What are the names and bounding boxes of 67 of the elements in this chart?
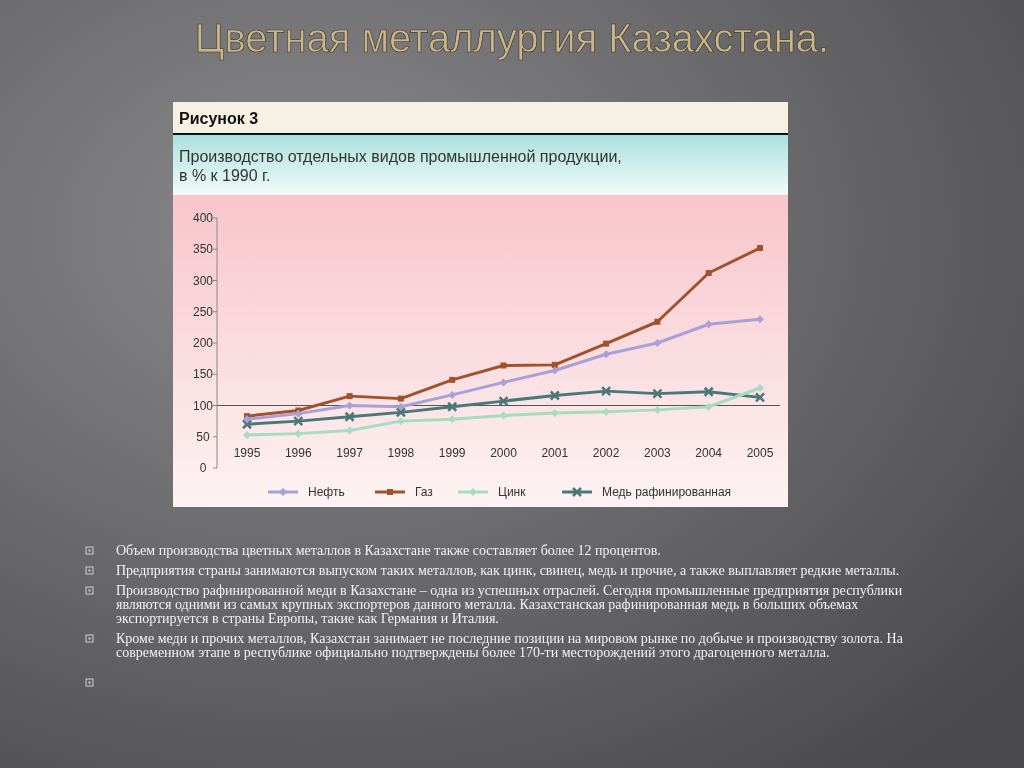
point	[653, 339, 662, 347]
point	[600, 385, 612, 397]
point	[602, 350, 611, 359]
y-tick-label: 150	[192, 367, 214, 382]
point	[704, 402, 713, 411]
x-tick-label: 1999	[438, 446, 466, 460]
y-tick-label: 250	[192, 304, 214, 319]
point	[344, 411, 355, 422]
point	[446, 401, 458, 412]
point	[449, 376, 456, 383]
x-tick-label: 2001	[541, 446, 569, 460]
point	[500, 362, 507, 369]
x-tick-label: 2004	[695, 446, 723, 460]
point	[396, 417, 405, 426]
y-tick-label: 200	[192, 336, 214, 350]
x-tick-label: 2000	[490, 446, 518, 460]
y-tick-label: 50	[196, 429, 210, 444]
text: Рисунок 3	[179, 110, 259, 127]
x-tick-label: 1996	[284, 446, 312, 460]
text: Кроме меди и прочих металлов, Казахстан занимает не последние позиции на мировом рынке по добыче и производству золота. На современном этапе в республике официально подтверждены более 170-ти месторождений этого драгоценного металла.	[116, 631, 904, 660]
point	[603, 340, 610, 347]
point	[293, 415, 304, 427]
y-tick-label: 350	[192, 242, 214, 257]
point	[756, 384, 764, 392]
x-tick-label: 2002	[592, 446, 620, 460]
point	[294, 409, 303, 418]
x-tick-label: 1997	[336, 446, 364, 460]
x-tick-label: 1998	[387, 446, 415, 460]
point	[754, 392, 766, 403]
point	[294, 429, 303, 438]
legend-label: Нефть	[308, 485, 345, 499]
x-tick-label: 2005	[746, 446, 774, 460]
point	[704, 320, 713, 329]
point	[241, 419, 253, 430]
point	[757, 245, 763, 251]
chart-subtitle: Производство отдельных видов промышленной продукции, в % к 1990 г.	[179, 148, 622, 184]
point	[550, 366, 559, 375]
y-tick-label: 400	[192, 211, 214, 225]
point	[498, 395, 509, 407]
point	[499, 378, 508, 387]
point	[703, 386, 714, 397]
point	[756, 315, 764, 324]
legend-label: Медь рафинированная	[602, 485, 732, 499]
y-tick-label: 0	[199, 461, 207, 475]
text: Предприятия страны занимаются выпуском таких металлов, как цинк, свинец, медь и прочие, а также выплавляет редкие металлы.	[116, 563, 900, 578]
point	[448, 390, 457, 399]
text: Производство рафинированной меди в Казахстане – одна из успешных отраслей. Сегодня промышленные предприятия республики являются одними из самых крупных экспортеров данного металла. Казахстанская рафинированная медь в больших объемах экспортируется в страны Европы, такие как Германия и Италия.	[116, 583, 903, 626]
point	[397, 395, 404, 402]
x-tick-label: 2003	[644, 446, 672, 460]
x-tick-label: 1995	[233, 446, 261, 460]
point	[705, 270, 712, 276]
point	[549, 390, 561, 401]
text: Объем производства цветных металлов в Казахстане также составляет более 12 процентов.	[116, 543, 661, 558]
point	[654, 318, 661, 325]
y-tick-label: 300	[192, 273, 214, 288]
chart-title: Цветная металлургия Казахстана.	[194, 16, 830, 60]
point	[653, 405, 662, 414]
point	[243, 430, 251, 439]
point	[243, 415, 251, 424]
point	[346, 393, 353, 400]
point	[345, 426, 354, 435]
point	[652, 388, 663, 399]
point	[551, 361, 558, 368]
point	[395, 407, 407, 418]
legend-label: Газ	[415, 485, 434, 499]
y-tick-label: 100	[192, 398, 214, 413]
legend-label: Цинк	[498, 485, 527, 499]
